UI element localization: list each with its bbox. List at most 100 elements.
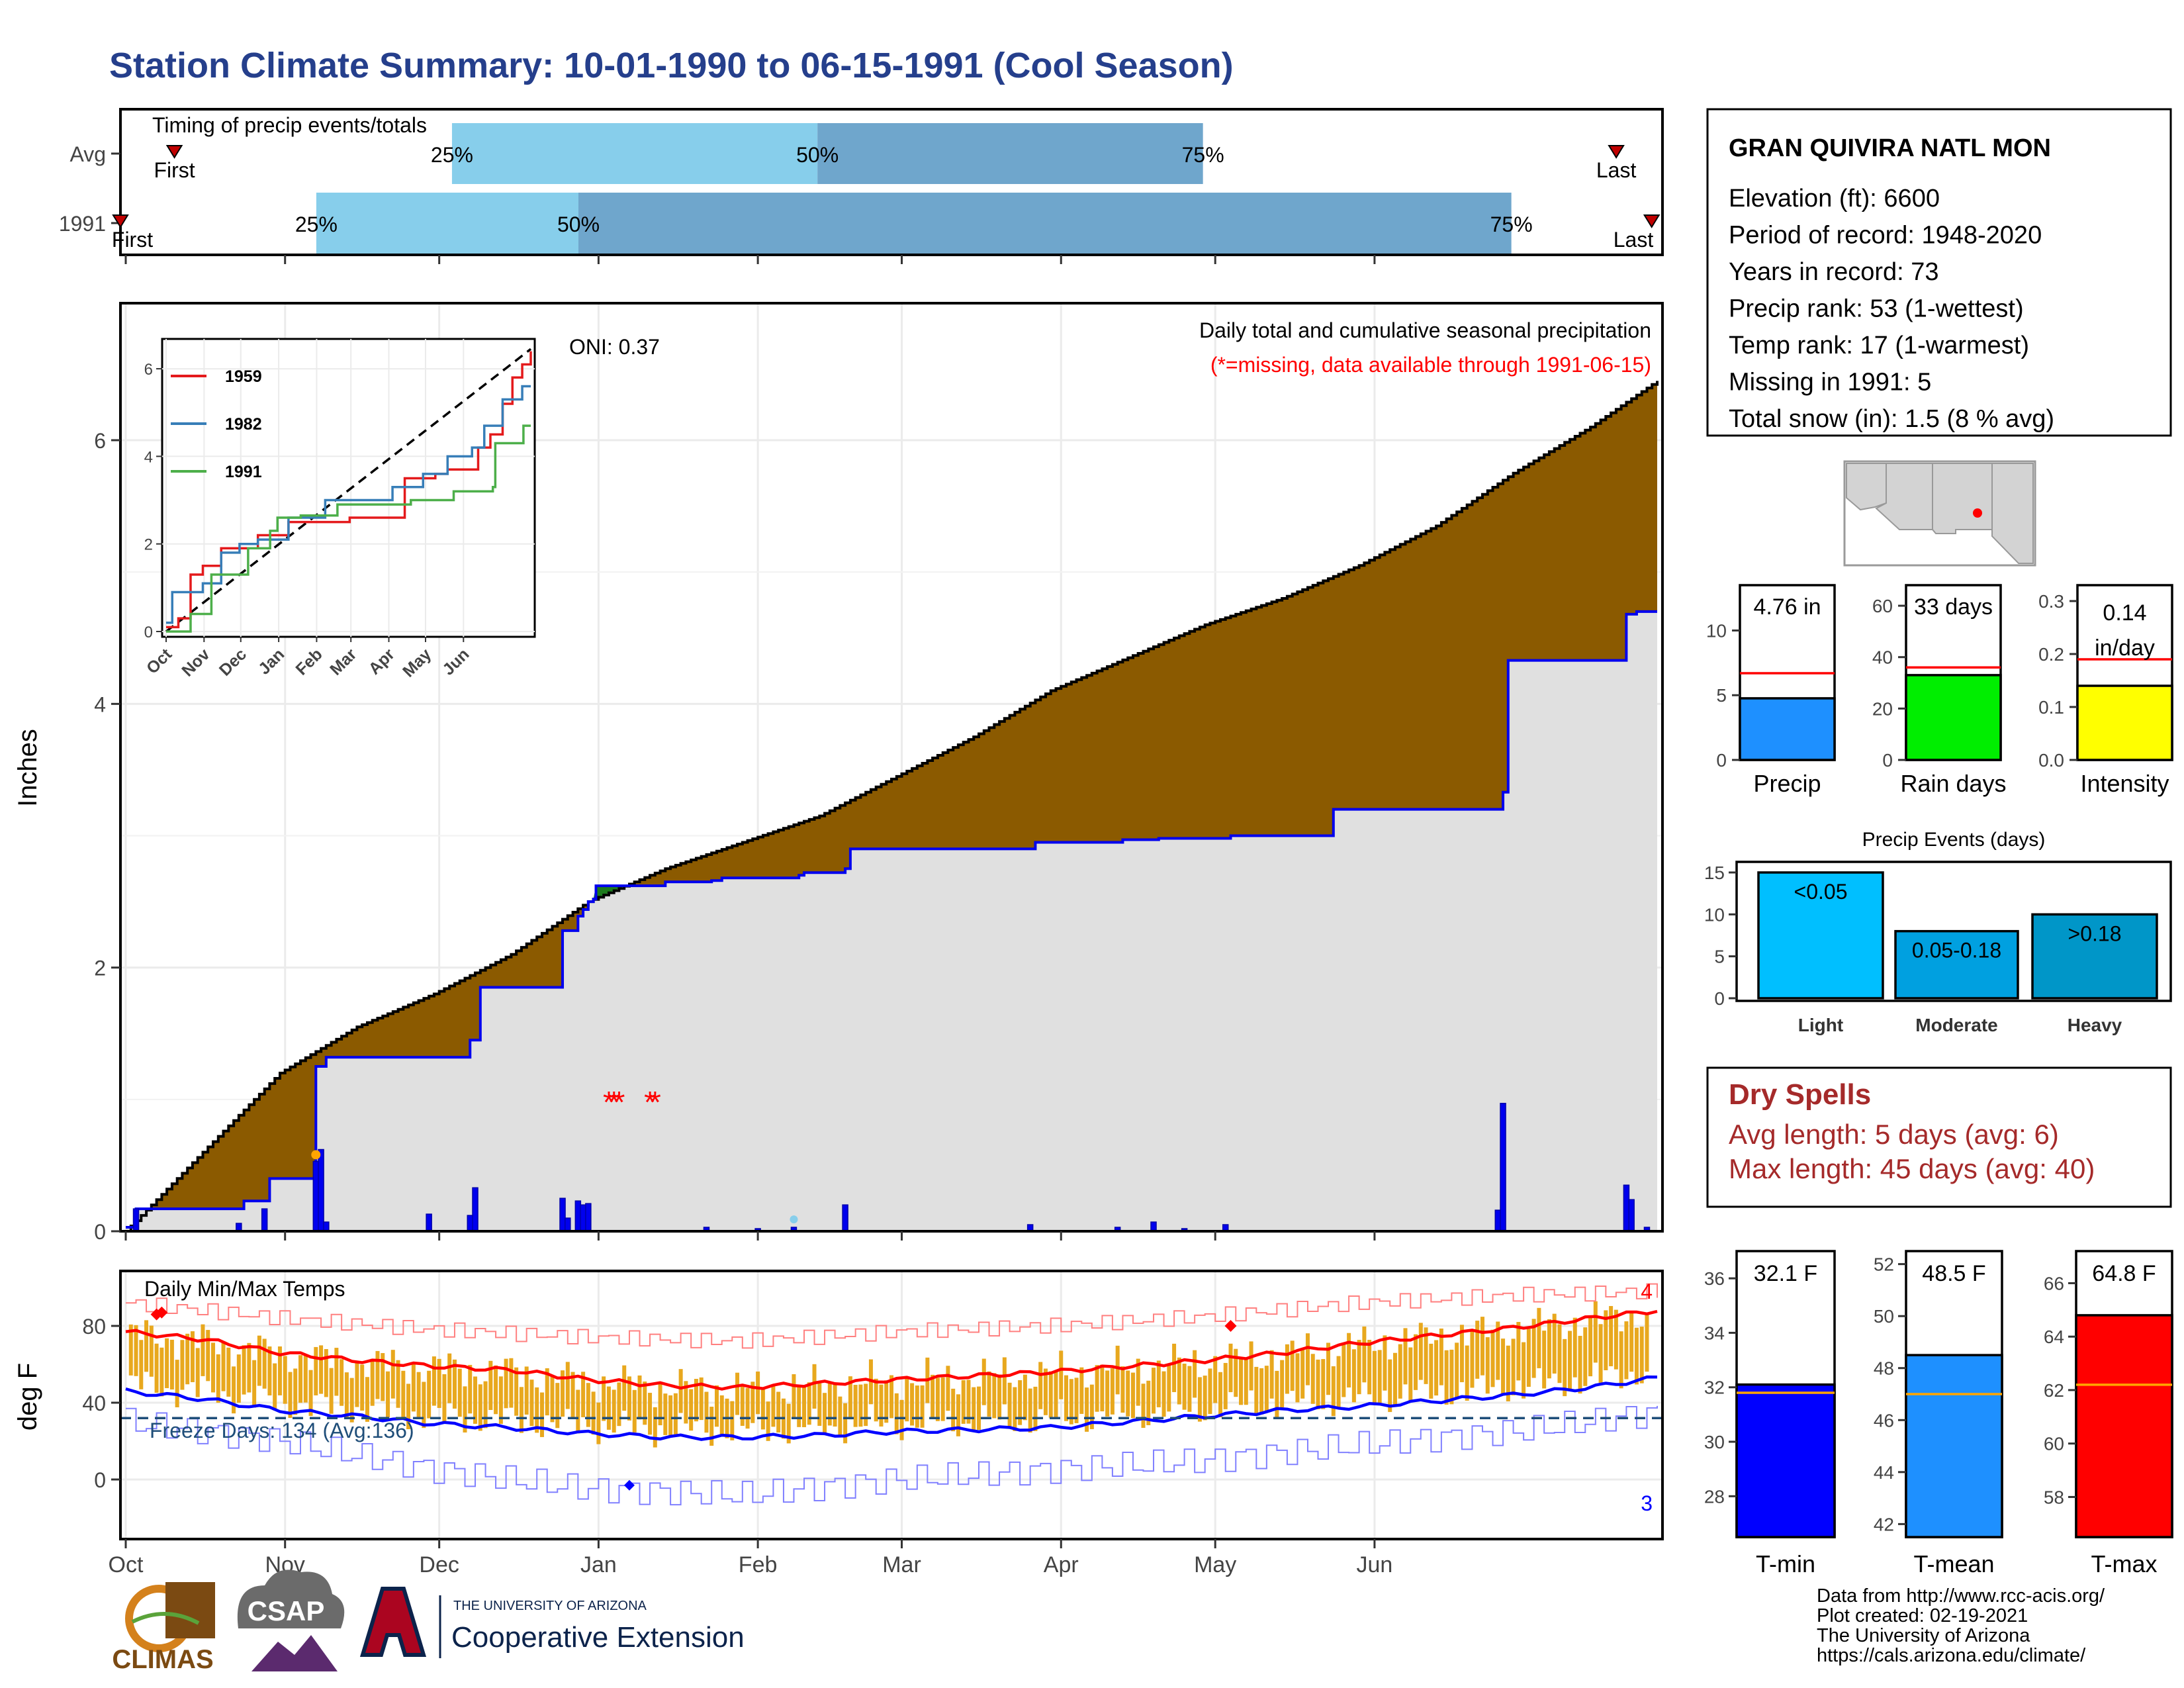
daily-temp-range-bar (1609, 1305, 1614, 1366)
daily-temp-range-bar (801, 1385, 806, 1427)
daily-temp-range-bar (1048, 1371, 1053, 1418)
csap-logo-mountain (251, 1635, 338, 1671)
daily-temp-range-bar (386, 1371, 390, 1418)
daily-temp-range-bar (314, 1346, 318, 1395)
daily-temp-range-bar (273, 1363, 277, 1411)
climas-logo-block (165, 1582, 215, 1638)
daily-temp-range-bar (730, 1401, 735, 1440)
daily-temp-range-bar (766, 1401, 770, 1441)
map-california (1846, 463, 1887, 511)
daily-temp-range-bar (1300, 1348, 1305, 1399)
daily-temp-range-bar (257, 1335, 261, 1386)
daily-temp-range-bar (375, 1350, 380, 1399)
daily-temp-range-bar (1074, 1378, 1079, 1423)
daily-temp-range-bar (1161, 1371, 1166, 1417)
missing-data-marker: * (608, 1085, 620, 1119)
month-tick-label: Mar (882, 1552, 921, 1577)
daily-temp-range-bar (920, 1385, 925, 1428)
daily-temp-range-bar (622, 1365, 627, 1411)
daily-temp-range-bar (586, 1383, 590, 1427)
y-tick-label: 0 (94, 1220, 106, 1244)
daily-temp-range-bar (539, 1392, 544, 1437)
summary-value-label: 0.14 (2103, 600, 2146, 626)
events-bar (2031, 913, 2158, 1000)
month-tick-label: Jun (1357, 1552, 1393, 1577)
summary-y-tick-label: 60 (1872, 596, 1893, 616)
record-high-line (126, 1283, 1658, 1349)
daily-temp-range-bar (334, 1348, 339, 1396)
daily-temp-range-bar (206, 1330, 210, 1382)
temp-summary-y-tick-label: 30 (1704, 1432, 1725, 1452)
daily-temp-range-bar (1269, 1350, 1274, 1399)
daily-temp-range-bar (1105, 1370, 1110, 1417)
daily-precip-bar (1500, 1103, 1506, 1232)
events-category-label: Moderate (1915, 1015, 1997, 1035)
daily-temp-range-bar (139, 1340, 144, 1389)
daily-temp-range-bar (1496, 1321, 1500, 1380)
inset-y-tick-label: 6 (144, 361, 153, 379)
daily-temp-range-bar (673, 1393, 678, 1435)
temp-summary-y-tick-label: 62 (2044, 1380, 2064, 1401)
daily-temp-range-bar (1007, 1382, 1012, 1427)
events-y-tick-label: 15 (1704, 863, 1725, 883)
temp-summary-y-tick-label: 28 (1704, 1486, 1725, 1507)
inset-y-tick-label: 2 (144, 536, 153, 554)
daily-temp-range-bar (1130, 1372, 1135, 1419)
daily-temp-range-bar (1316, 1359, 1320, 1409)
station-info-line: Precip rank: 53 (1-wettest) (1729, 295, 2024, 323)
summary-y-tick-label: 0 (1716, 750, 1727, 771)
timing-quantile-label: 75% (1490, 212, 1533, 236)
daily-temp-range-bar (1414, 1334, 1418, 1390)
events-y-tick-label: 5 (1714, 947, 1725, 967)
temp-summary-category-label: T-max (2091, 1550, 2157, 1577)
footer-line: Data from http://www.rcc-acis.org/ (1817, 1585, 2105, 1607)
daily-temp-range-bar (704, 1391, 709, 1433)
map-texas (1991, 463, 2034, 564)
summary-bar (1905, 674, 2002, 761)
summary-y-tick-label: 0.3 (2038, 591, 2064, 612)
daily-temp-range-bar (308, 1370, 313, 1416)
precip-chart-title: Daily total and cumulative seasonal prec… (1199, 318, 1651, 342)
missing-data-marker: * (603, 1085, 615, 1119)
daily-temp-range-bar (1141, 1383, 1146, 1429)
daily-temp-range-bar (751, 1382, 755, 1423)
daily-temp-range-bar (910, 1383, 915, 1426)
daily-temp-range-bar (1342, 1344, 1346, 1397)
daily-temp-range-bar (987, 1371, 991, 1417)
daily-precip-bar (1623, 1184, 1630, 1232)
daily-temp-range-bar (529, 1380, 534, 1427)
daily-temp-range-bar (159, 1347, 164, 1397)
daily-temp-range-bar (340, 1359, 344, 1406)
daily-temp-range-bar (1470, 1331, 1475, 1388)
daily-temp-range-bar (792, 1374, 796, 1417)
daily-temp-range-bar (169, 1339, 174, 1390)
daily-temp-range-bar (740, 1385, 745, 1426)
precip-events-panel: Precip Events (days) <0.05 Light 0.05-0.18 M… (1704, 829, 2172, 1035)
precip-summary-panels: 0 5 10 4.76 in Precip 0 20 40 60 33 days Rain days… (1706, 584, 2173, 797)
daily-temp-range-bar (823, 1393, 827, 1434)
daily-temp-range-bar (411, 1364, 416, 1412)
daily-temp-range-bar (247, 1342, 251, 1393)
station-info-line: Period of record: 1948-2020 (1729, 222, 2042, 250)
locator-map (1843, 460, 2036, 567)
daily-temp-range-bar (1152, 1368, 1156, 1414)
temp-summary-y-tick-label: 32 (1704, 1378, 1725, 1398)
daily-precip-bar (565, 1217, 571, 1232)
daily-temp-range-bar (416, 1372, 421, 1419)
daily-precip-bar (1494, 1209, 1502, 1232)
events-bar (1757, 871, 1884, 1000)
timing-quantile-label: 25% (295, 212, 338, 236)
daily-temp-range-bar (1259, 1368, 1264, 1415)
daily-temp-range-bar (283, 1356, 287, 1404)
daily-temp-range-bar (242, 1345, 246, 1395)
daily-temp-range-bar (735, 1372, 740, 1415)
temp-summary-y-tick-label: 64 (2044, 1327, 2064, 1347)
daily-precip-bar (261, 1208, 268, 1232)
events-y-tick-label: 10 (1704, 904, 1725, 925)
summary-value-unit: in/day (2095, 635, 2155, 661)
daily-temp-range-bar (1275, 1370, 1279, 1417)
daily-temp-range-bar (899, 1399, 904, 1440)
month-tick-label: May (1194, 1552, 1236, 1577)
daily-precip-bar (842, 1204, 848, 1232)
